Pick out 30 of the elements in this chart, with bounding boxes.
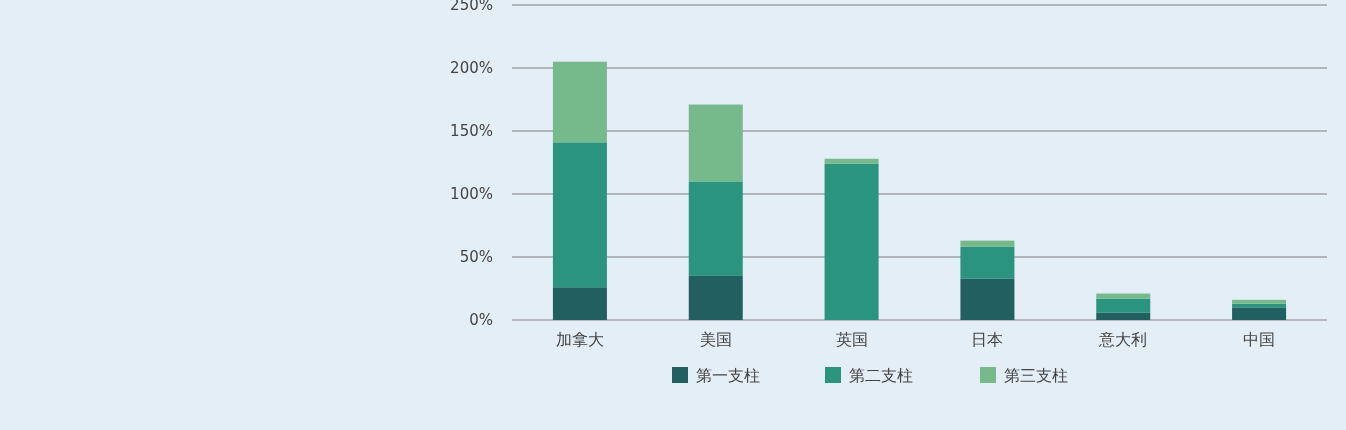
bar <box>824 163 879 320</box>
bar <box>1096 312 1151 320</box>
y-tick-label: 100% <box>450 185 493 203</box>
x-tick-label: 加拿大 <box>555 330 604 349</box>
x-tick-label: 英国 <box>835 330 868 349</box>
bar <box>688 181 743 276</box>
y-tick-label: 0% <box>469 311 493 329</box>
legend-label: 第二支柱 <box>849 366 913 385</box>
x-tick-label: 日本 <box>971 330 1004 349</box>
bar <box>1096 293 1151 299</box>
bar <box>552 287 607 320</box>
y-tick-label: 50% <box>459 248 493 266</box>
x-tick-label: 中国 <box>1243 330 1276 349</box>
legend-label: 第三支柱 <box>1004 366 1068 385</box>
x-tick-label: 意大利 <box>1098 330 1148 349</box>
bar <box>960 246 1015 279</box>
bar <box>552 61 607 143</box>
bar <box>688 275 743 320</box>
bar <box>1232 307 1287 320</box>
bar <box>824 158 879 164</box>
y-tick-label: 150% <box>450 122 493 140</box>
x-tick-label: 美国 <box>699 330 732 349</box>
legend-label: 第一支柱 <box>696 366 760 385</box>
bar <box>1232 299 1287 304</box>
bar <box>960 240 1015 247</box>
bar <box>1096 298 1151 313</box>
bar <box>552 142 607 288</box>
bar <box>960 278 1015 320</box>
bar <box>688 104 743 182</box>
y-tick-label: 200% <box>450 59 493 77</box>
